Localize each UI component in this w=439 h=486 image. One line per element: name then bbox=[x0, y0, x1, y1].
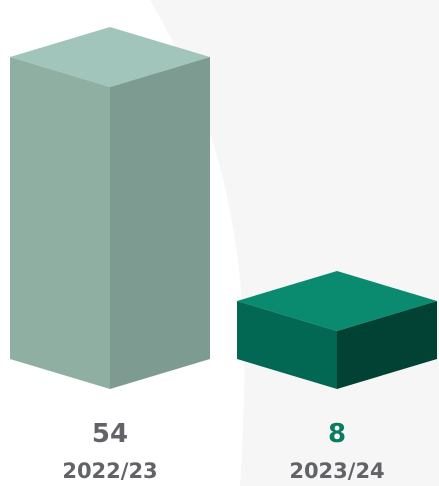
category-label-1: 2023/24 bbox=[289, 459, 384, 483]
value-label-0: 54 bbox=[92, 419, 128, 449]
category-label-0: 2022/23 bbox=[62, 459, 157, 483]
labels-layer: 54 2022/23 8 2023/24 bbox=[62, 419, 384, 483]
bar-left-face-1 bbox=[237, 301, 337, 389]
bars-layer bbox=[10, 27, 437, 389]
bar-right-face-1 bbox=[337, 301, 437, 389]
bar-left-face-0 bbox=[10, 57, 110, 389]
bar-top-face-0 bbox=[10, 27, 210, 87]
bar-top-face-1 bbox=[237, 271, 437, 331]
value-label-1: 8 bbox=[328, 419, 346, 449]
bar-right-face-0 bbox=[110, 57, 210, 389]
